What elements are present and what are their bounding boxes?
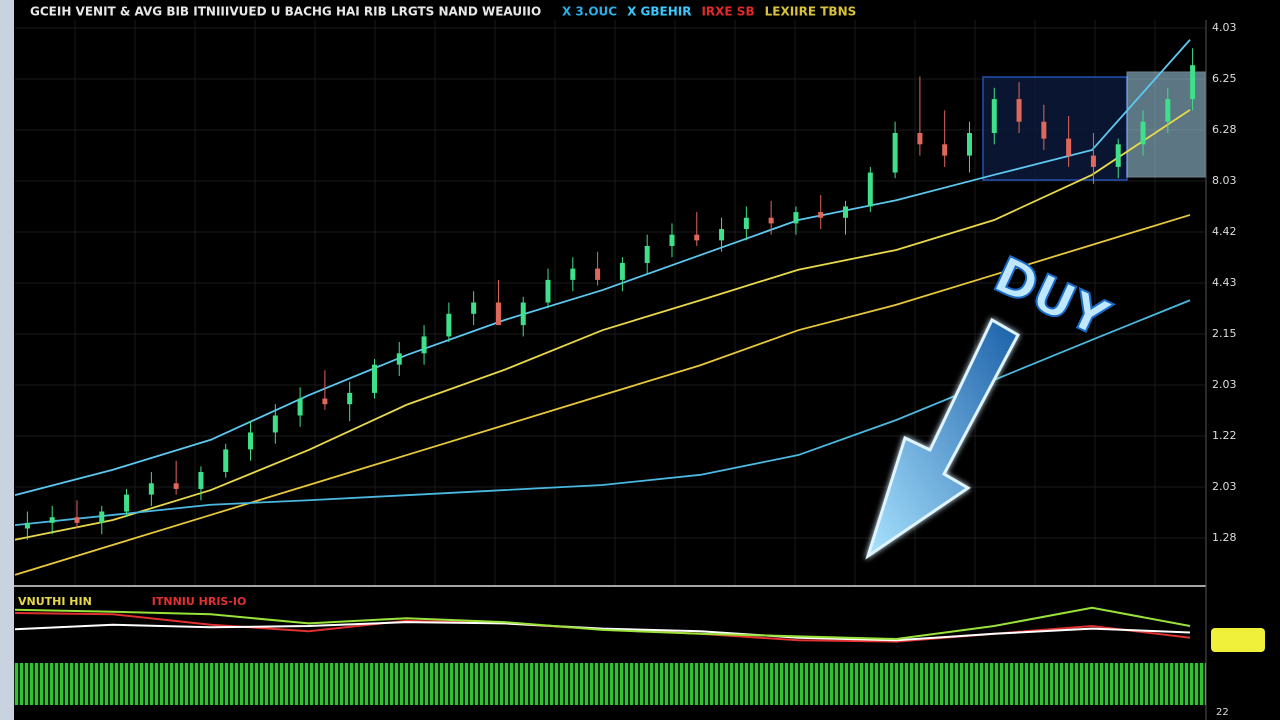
candle-body	[124, 494, 130, 512]
candle-body	[297, 398, 303, 416]
y-tick-label: 4.43	[1212, 276, 1237, 289]
candle-body	[1190, 65, 1196, 100]
candle-body	[619, 262, 625, 280]
indicator-line	[14, 606, 1191, 641]
candle-body	[446, 313, 452, 337]
y-tick-label: 2.03	[1212, 378, 1237, 391]
candle-body	[743, 217, 749, 230]
candle-body	[1090, 155, 1096, 167]
y-tick-label: 4.03	[1212, 21, 1237, 34]
candle-body	[669, 234, 675, 246]
candle-body	[966, 133, 972, 156]
moving-average	[14, 109, 1191, 541]
y-tick-label: 1.28	[1212, 531, 1237, 544]
candle-body	[272, 415, 278, 433]
candle-body	[495, 302, 501, 326]
candle-body	[843, 206, 849, 218]
indicator-line	[14, 621, 1191, 642]
candle-body	[198, 472, 204, 489]
candle-body	[1165, 99, 1171, 122]
candle-body	[917, 133, 923, 145]
candle-body	[396, 353, 402, 365]
header-tag: LEXIIRE TBNS	[765, 5, 857, 19]
y-tick-label: 8.03	[1212, 174, 1237, 187]
candle-body	[1016, 99, 1022, 122]
y-tick-label: 4.42	[1212, 225, 1237, 238]
candle-body	[793, 212, 799, 224]
volume-bars	[14, 663, 1206, 705]
candle-body	[570, 268, 576, 280]
header-tags: X 3.OUC X GBEHIR IRXE SB LEXIIRE TBNS	[562, 5, 856, 19]
moving-average	[14, 214, 1191, 576]
candle-body	[1066, 138, 1072, 156]
candle-body	[322, 398, 328, 405]
y-tick-label: 2.15	[1212, 327, 1237, 340]
candle-body	[148, 483, 154, 495]
candle-body	[49, 517, 55, 523]
header-tag: IRXE SB	[701, 5, 754, 19]
candle-body	[1041, 121, 1047, 139]
buy-arrow	[865, 317, 1021, 560]
indicator-label: ITNNIU HRIS-IO	[152, 595, 247, 608]
indicator-label: VNUTHI HIN	[18, 595, 92, 608]
y-tick-label: 6.25	[1212, 72, 1237, 85]
candle-body	[1140, 121, 1146, 145]
candle-body	[892, 133, 898, 173]
header-title: GCEIH VENIT & AVG BIB ITNIIIVUED U BACHG…	[30, 5, 541, 19]
candle-body	[248, 432, 254, 450]
y-tick-label: 6.28	[1212, 123, 1237, 136]
candle-body	[1115, 144, 1121, 167]
indicator-badge	[1211, 628, 1265, 652]
candle-body	[768, 217, 774, 224]
range-box	[982, 76, 1128, 181]
candle-body	[371, 364, 377, 393]
candle-body	[694, 234, 700, 241]
price-pane	[14, 39, 1196, 576]
candle-body	[99, 511, 105, 523]
candle-body	[545, 279, 551, 303]
candle-body	[942, 144, 948, 156]
candle-body	[520, 302, 526, 326]
moving-average	[14, 39, 1191, 497]
candle-body	[595, 268, 601, 280]
candle-body	[223, 449, 229, 472]
header-tag: X 3.OUC	[562, 5, 617, 19]
y-axis: 4.03 6.25 6.28 8.03 4.42 4.43 2.15 2.03 1.22 2.03…	[1212, 21, 1237, 544]
y-tick-label: 2.03	[1212, 480, 1237, 493]
candle-body	[173, 483, 179, 489]
candle-body	[74, 517, 80, 523]
y-tick-label: 1.22	[1212, 429, 1237, 442]
candle-body	[867, 172, 873, 207]
candle-body	[347, 392, 353, 405]
candle-body	[471, 302, 477, 314]
candle-body	[991, 99, 997, 133]
header-tag: X GBEHIR	[627, 5, 691, 19]
candle-body	[421, 336, 427, 354]
candle-body	[644, 246, 650, 263]
side-label: 22	[1216, 707, 1229, 718]
candle-body	[719, 229, 725, 241]
candle-body	[24, 522, 30, 529]
candle-body	[818, 212, 824, 218]
